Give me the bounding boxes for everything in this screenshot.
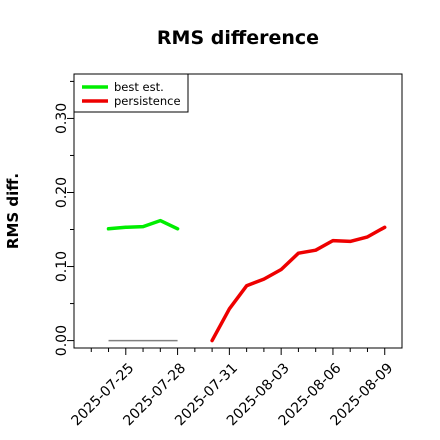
- y-tick-label: 0.00: [54, 325, 70, 356]
- x-axis: 2025-07-252025-07-282025-07-312025-08-03…: [69, 348, 396, 429]
- series-line-persistence: [210, 225, 387, 343]
- y-tick-label: 0.20: [54, 177, 70, 208]
- legend-box: [73, 73, 189, 113]
- y-tick-label: 0.10: [54, 251, 70, 282]
- series-line-best-est: [106, 218, 180, 231]
- y-axis-label: RMS diff.: [4, 173, 22, 249]
- y-tick-label: 0.30: [54, 103, 70, 134]
- y-axis: 0.00 0.10 0.20 0.30: [54, 80, 74, 356]
- legend: best est.persistence: [73, 73, 189, 113]
- chart-title: RMS difference: [157, 27, 319, 49]
- plot-frame: [73, 73, 403, 349]
- series-layer: [106, 218, 387, 343]
- legend-label: persistence: [114, 94, 181, 108]
- legend-label: best est.: [114, 80, 164, 94]
